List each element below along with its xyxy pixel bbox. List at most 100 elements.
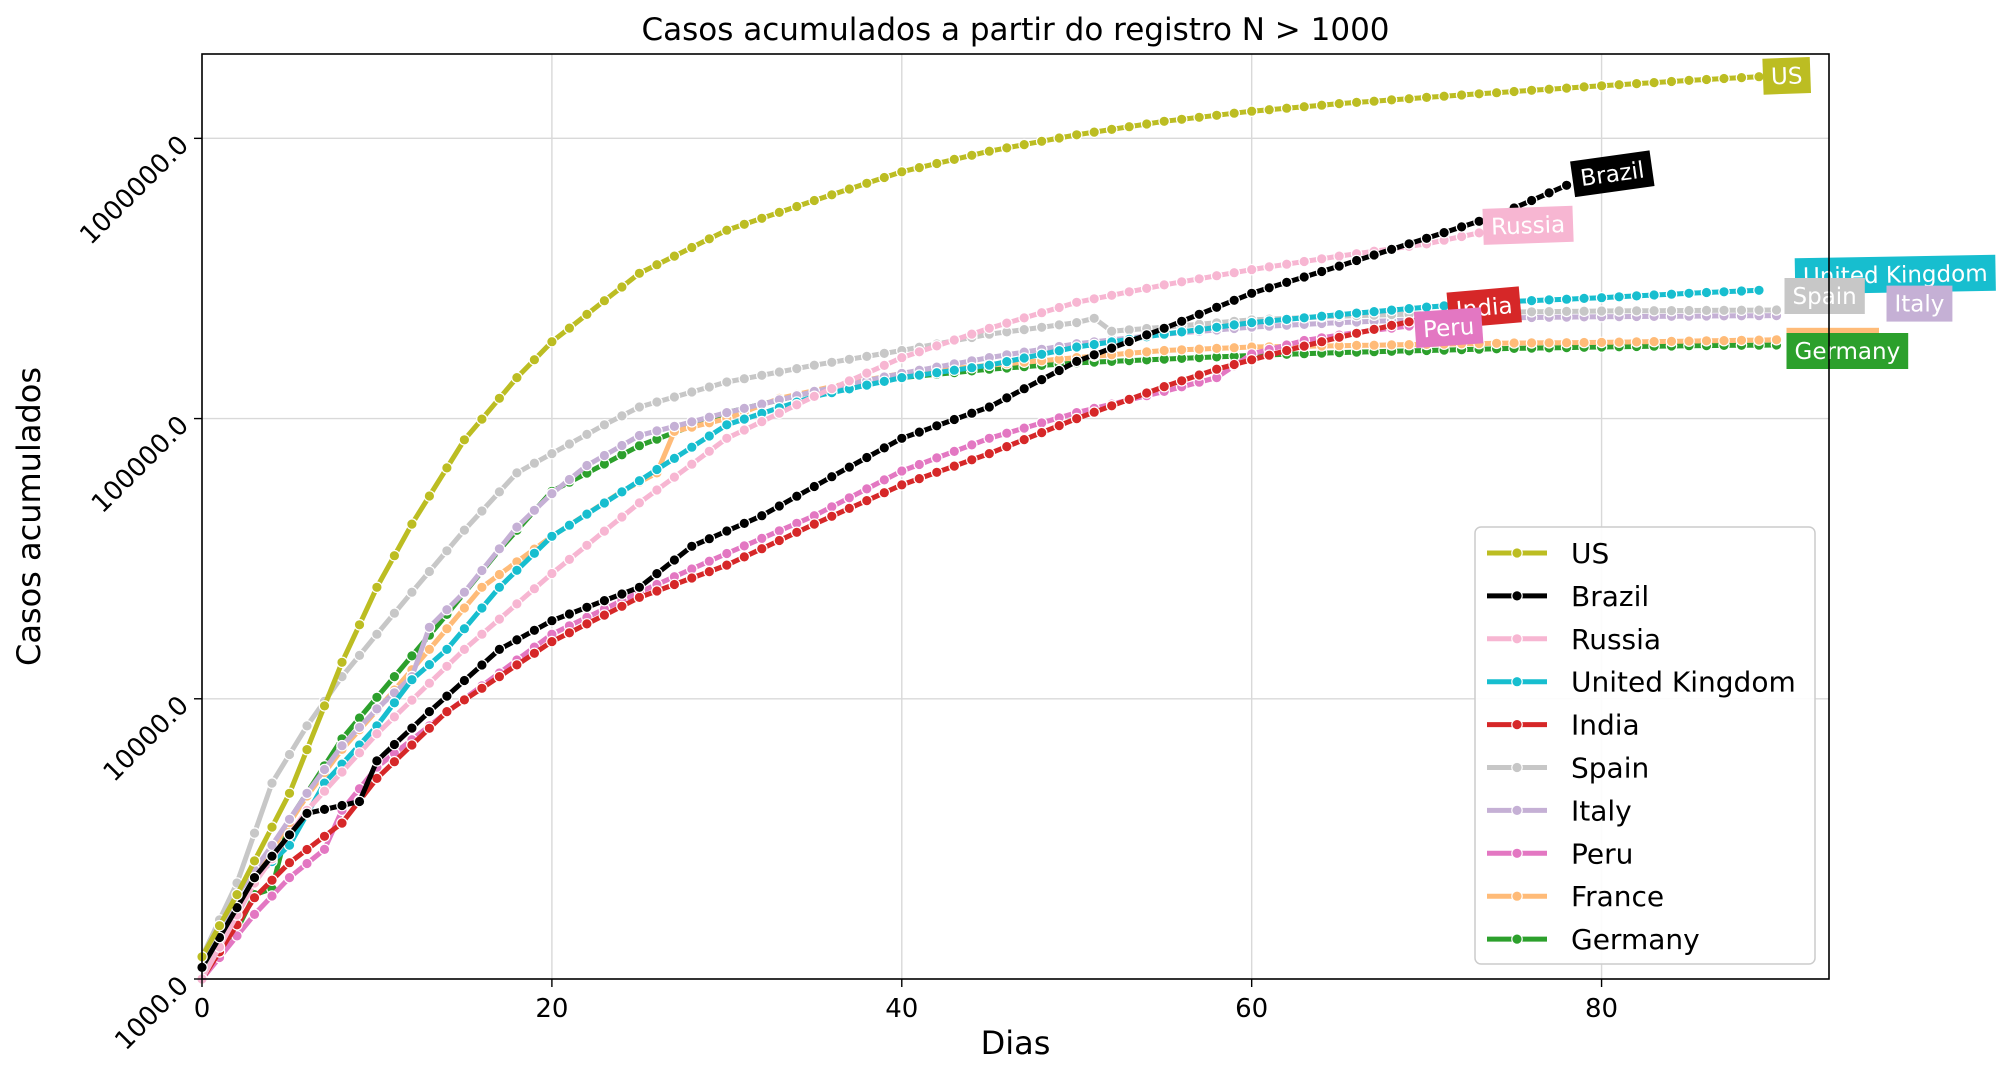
data-point xyxy=(703,430,716,442)
data-point xyxy=(371,691,383,704)
data-point xyxy=(528,457,541,469)
data-point xyxy=(651,567,663,580)
legend-label: Germany xyxy=(1571,923,1700,956)
data-point xyxy=(965,453,978,466)
data-point xyxy=(720,559,733,571)
data-point xyxy=(546,335,558,348)
data-point xyxy=(1333,97,1345,110)
data-point xyxy=(1035,348,1048,361)
data-point xyxy=(476,413,488,425)
data-point xyxy=(598,418,611,431)
data-point xyxy=(1000,142,1013,154)
data-point xyxy=(1595,291,1608,304)
data-point xyxy=(1035,417,1048,429)
data-point xyxy=(598,594,611,607)
data-point xyxy=(895,465,908,477)
series-layer xyxy=(196,70,1783,985)
data-point xyxy=(266,821,278,833)
data-point xyxy=(1315,252,1328,265)
data-point xyxy=(1420,91,1433,104)
data-point xyxy=(511,634,523,646)
data-point xyxy=(353,747,366,759)
data-point xyxy=(860,494,873,507)
data-point xyxy=(1595,80,1608,92)
data-point xyxy=(1053,301,1065,314)
data-point xyxy=(1158,322,1170,335)
data-point xyxy=(930,366,943,379)
data-point xyxy=(1245,105,1258,117)
data-point xyxy=(1228,266,1240,279)
data-point xyxy=(948,153,961,166)
data-point xyxy=(283,748,296,761)
data-point xyxy=(423,490,436,502)
end-label-box xyxy=(1886,285,1953,322)
data-point xyxy=(493,643,506,656)
legend-label: Brazil xyxy=(1571,580,1649,613)
data-point xyxy=(1525,194,1538,207)
data-point xyxy=(528,547,541,560)
data-point xyxy=(808,194,821,207)
data-point xyxy=(336,766,348,778)
data-point xyxy=(913,472,926,485)
data-point xyxy=(1683,335,1695,347)
data-point xyxy=(458,433,471,446)
data-point xyxy=(546,447,558,460)
data-point xyxy=(1368,323,1380,336)
data-point xyxy=(1315,310,1328,322)
data-point xyxy=(266,874,278,886)
data-point xyxy=(1035,373,1048,386)
data-point xyxy=(1455,89,1468,101)
end-label-text: Russia xyxy=(1491,212,1566,241)
data-point xyxy=(1158,115,1170,128)
data-point xyxy=(1630,290,1643,302)
data-point xyxy=(825,356,838,369)
data-point xyxy=(720,432,733,445)
data-point xyxy=(773,206,786,219)
end-label-text: Italy xyxy=(1895,292,1945,318)
data-point xyxy=(1000,317,1013,329)
data-point xyxy=(913,458,926,471)
data-point xyxy=(1175,315,1188,328)
data-point xyxy=(1350,254,1363,267)
data-point xyxy=(1018,433,1030,446)
data-point xyxy=(878,442,891,454)
data-point xyxy=(1665,75,1678,88)
data-point xyxy=(738,218,751,231)
data-point xyxy=(790,362,803,375)
data-point xyxy=(913,345,926,358)
data-point xyxy=(825,510,838,523)
end-label: Italy xyxy=(1886,285,1953,322)
data-point xyxy=(1158,344,1170,357)
data-point xyxy=(546,530,558,543)
data-point xyxy=(1718,334,1730,347)
data-point xyxy=(476,505,488,517)
legend-marker xyxy=(1511,718,1523,731)
data-point xyxy=(930,466,943,479)
legend-marker xyxy=(1511,632,1523,645)
legend-label: United Kingdom xyxy=(1571,666,1796,699)
data-point xyxy=(1385,94,1398,106)
data-point xyxy=(1263,103,1275,116)
data-point xyxy=(1753,284,1765,297)
data-point xyxy=(895,351,908,364)
data-point xyxy=(563,553,576,566)
data-point xyxy=(318,803,331,816)
data-point xyxy=(1140,282,1153,295)
x-tick-label: 20 xyxy=(535,994,568,1024)
data-point xyxy=(563,473,576,486)
data-point xyxy=(458,643,471,656)
data-point xyxy=(1735,285,1748,297)
data-point xyxy=(1105,325,1118,337)
legend-item: US xyxy=(1487,537,1609,570)
data-point xyxy=(1123,335,1135,348)
data-point xyxy=(790,398,803,411)
data-point xyxy=(1035,321,1048,334)
end-label: US xyxy=(1762,57,1811,95)
data-point xyxy=(1175,275,1188,288)
data-point xyxy=(1403,92,1415,105)
data-point xyxy=(353,649,366,662)
end-label: Russia xyxy=(1482,205,1574,245)
data-point xyxy=(1018,382,1030,395)
data-point xyxy=(1018,352,1030,364)
